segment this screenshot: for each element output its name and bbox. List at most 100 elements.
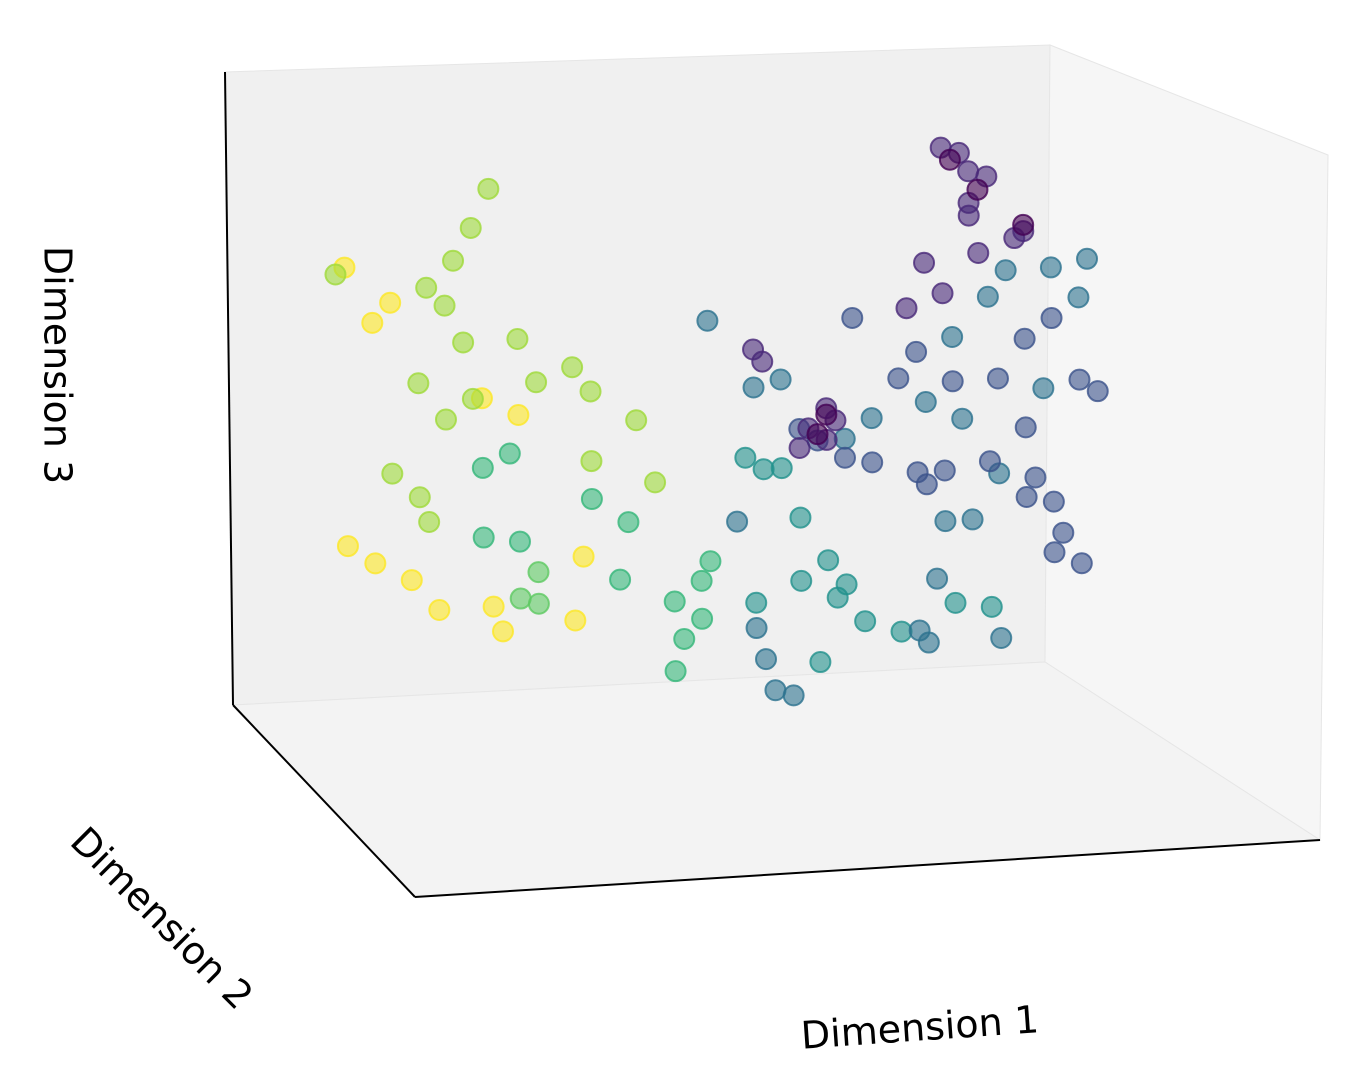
point (933, 459, 956, 482)
point (699, 550, 722, 573)
point (1039, 256, 1062, 279)
point (471, 456, 494, 479)
point (742, 376, 765, 399)
point (1052, 521, 1075, 544)
point (415, 276, 438, 299)
points (324, 136, 1109, 707)
point (400, 569, 423, 592)
y-axis-line (232, 704, 416, 898)
point (1024, 466, 1047, 489)
point (1012, 213, 1035, 236)
point (751, 350, 774, 373)
point (967, 241, 990, 264)
point (609, 568, 632, 591)
point (407, 372, 430, 395)
point (336, 535, 359, 558)
point (788, 436, 811, 459)
point (980, 595, 1003, 618)
point (1013, 327, 1036, 350)
point (527, 561, 550, 584)
point (770, 457, 793, 480)
point (976, 285, 999, 308)
point (861, 451, 884, 474)
point (957, 160, 980, 183)
point (841, 306, 864, 329)
y-axis-label: Dimension 2 (62, 818, 262, 1018)
point (815, 403, 838, 426)
z-axis-line (224, 71, 234, 706)
point (482, 595, 505, 618)
point (434, 408, 457, 431)
point (691, 607, 714, 630)
point (690, 569, 713, 592)
point (459, 216, 482, 239)
point (508, 530, 531, 553)
point (579, 380, 602, 403)
point (525, 371, 548, 394)
point (890, 620, 913, 643)
point (833, 427, 856, 450)
point (1068, 368, 1091, 391)
point (835, 573, 858, 596)
point (663, 590, 686, 613)
point (934, 510, 957, 533)
point (895, 297, 918, 320)
point (644, 471, 667, 494)
point (961, 508, 984, 531)
point (752, 458, 775, 481)
point (498, 442, 521, 465)
point (745, 591, 768, 614)
point (994, 259, 1017, 282)
point (905, 340, 928, 363)
point (809, 651, 832, 674)
point (442, 249, 465, 272)
x-axis-label: Dimension 1 (799, 997, 1040, 1058)
point (1042, 490, 1065, 513)
point (734, 446, 757, 469)
point (1067, 286, 1090, 309)
point (790, 569, 813, 592)
point (580, 488, 603, 511)
point (509, 587, 532, 610)
point (561, 356, 584, 379)
x-axis-line (414, 839, 1321, 898)
point (755, 648, 778, 671)
point (986, 367, 1009, 390)
point (887, 367, 910, 390)
point (1032, 377, 1055, 400)
point (938, 148, 961, 171)
point (379, 291, 402, 314)
point (428, 599, 451, 622)
point (364, 552, 387, 575)
point (931, 282, 954, 305)
point (361, 311, 384, 334)
point (978, 450, 1001, 473)
point (833, 446, 856, 469)
point (1014, 416, 1037, 439)
point (941, 370, 964, 393)
point (324, 263, 347, 286)
point (696, 309, 719, 332)
point (572, 545, 595, 568)
point (506, 328, 529, 351)
point (926, 567, 949, 590)
point (745, 617, 768, 640)
point (854, 610, 877, 633)
back-panel (224, 44, 1051, 706)
point (915, 473, 938, 496)
point (452, 331, 475, 354)
point (1070, 552, 1093, 575)
point (966, 178, 989, 201)
point (580, 450, 603, 473)
point (951, 407, 974, 430)
point (860, 407, 883, 430)
point (408, 486, 431, 509)
point (1086, 380, 1109, 403)
point (941, 325, 964, 348)
point (764, 679, 787, 702)
point (625, 409, 648, 432)
point (957, 204, 980, 227)
point (564, 609, 587, 632)
